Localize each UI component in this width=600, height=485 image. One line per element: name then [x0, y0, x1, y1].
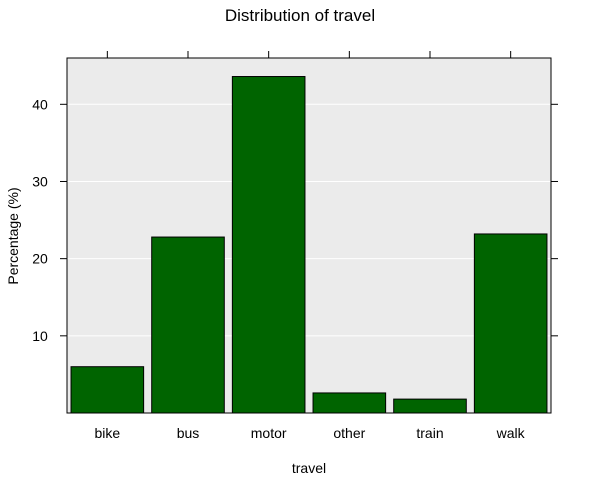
bar-walk	[473, 233, 548, 414]
y-tick-label: 20	[32, 251, 48, 267]
bar-other	[312, 392, 387, 414]
y-tick-label: 30	[32, 173, 48, 189]
y-axis-label: Percentage (%)	[5, 187, 21, 284]
bar-train	[393, 398, 467, 414]
plot-border	[66, 57, 552, 414]
x-tick-label-walk: walk	[496, 425, 526, 441]
x-tick-labels: bike bus motor other train walk	[94, 425, 525, 441]
x-tick-label-motor: motor	[251, 425, 287, 441]
axis-ticks: 10 20 30 40	[32, 51, 558, 344]
y-tick-label: 40	[32, 96, 48, 112]
chart-title: Distribution of travel	[225, 6, 375, 25]
bar-motor	[231, 76, 306, 414]
bar-bike	[70, 366, 145, 414]
bar-bus	[151, 236, 225, 414]
bars	[70, 76, 548, 414]
x-tick-label-train: train	[416, 425, 443, 441]
x-axis-label: travel	[292, 460, 326, 476]
y-tick-label: 10	[32, 328, 48, 344]
grid-lines	[67, 103, 551, 337]
x-tick-label-bus: bus	[177, 425, 200, 441]
x-tick-label-bike: bike	[94, 425, 120, 441]
plot-panel	[67, 58, 551, 413]
x-tick-label-other: other	[333, 425, 365, 441]
